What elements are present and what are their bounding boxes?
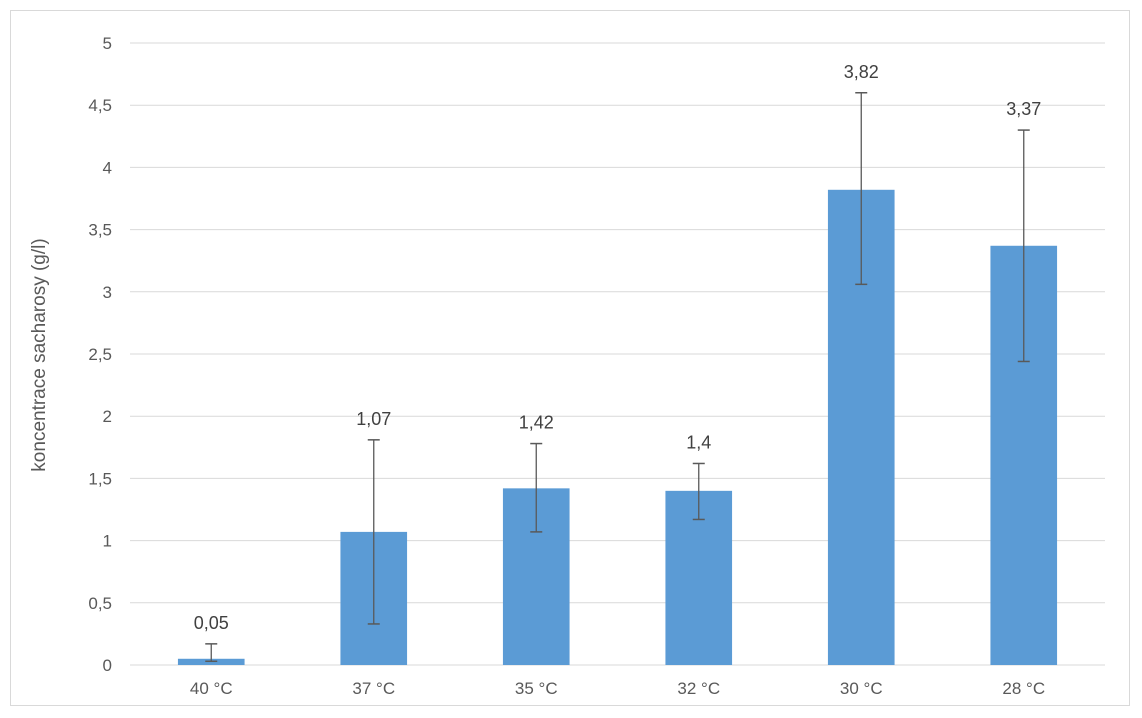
- x-tick-label: 35 °C: [515, 679, 558, 698]
- bars: [177, 189, 1058, 666]
- y-tick-label: 0,5: [88, 594, 112, 613]
- x-tick-label: 40 °C: [190, 679, 233, 698]
- chart-frame: [10, 10, 1130, 706]
- x-tick-label: 32 °C: [677, 679, 720, 698]
- y-tick-label: 2,5: [88, 345, 112, 364]
- data-label: 1,4: [686, 432, 711, 452]
- data-label: 3,82: [844, 62, 879, 82]
- data-labels: 0,05 1,07 1,42 1,4 3,82 3,37: [194, 62, 1042, 633]
- y-tick-label: 4,5: [88, 96, 112, 115]
- x-axis-ticks: 40 °C 37 °C 35 °C 32 °C 30 °C 28 °C: [190, 679, 1045, 698]
- x-tick-label: 28 °C: [1002, 679, 1045, 698]
- gridlines: [130, 42, 1105, 666]
- data-label: 1,42: [519, 413, 554, 433]
- x-tick-label: 37 °C: [352, 679, 395, 698]
- data-label: 3,37: [1006, 99, 1041, 119]
- error-bars: [205, 92, 1030, 663]
- y-tick-label: 1: [103, 532, 112, 551]
- y-tick-label: 0: [103, 656, 112, 675]
- y-tick-label: 5: [103, 34, 112, 53]
- x-tick-label: 30 °C: [840, 679, 883, 698]
- y-axis-label: koncentrace sacharosy (g/l): [29, 238, 50, 471]
- data-label: 1,07: [356, 409, 391, 429]
- y-axis-ticks: 0 0,5 1 1,5 2 2,5 3 3,5 4 4,5 5: [88, 34, 112, 675]
- y-tick-label: 4: [103, 158, 112, 177]
- y-tick-label: 1,5: [88, 469, 112, 488]
- data-label: 0,05: [194, 613, 229, 633]
- y-tick-label: 2: [103, 407, 112, 426]
- y-tick-label: 3,5: [88, 221, 112, 240]
- y-tick-label: 3: [103, 283, 112, 302]
